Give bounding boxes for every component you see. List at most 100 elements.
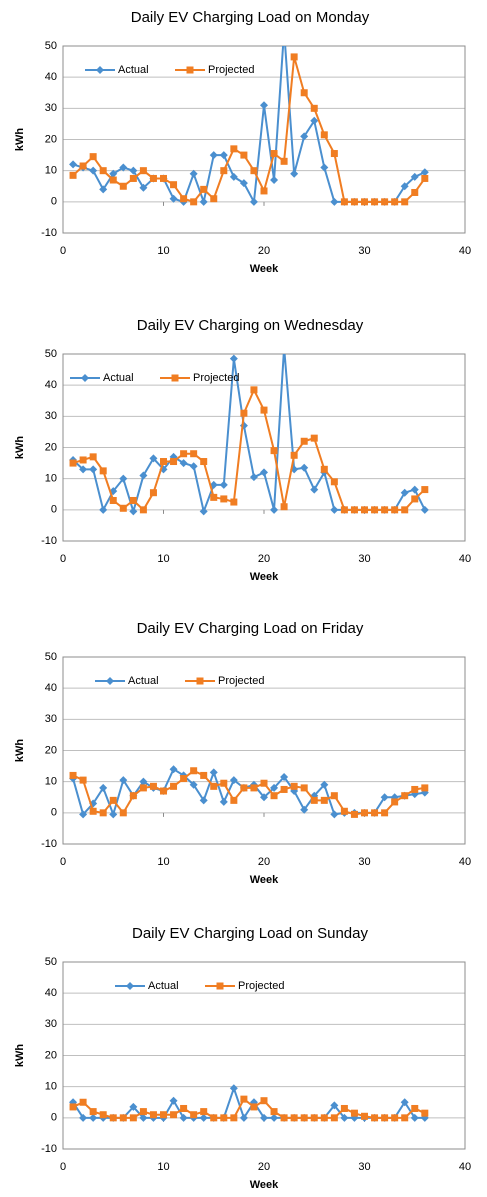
marker-square	[240, 1095, 248, 1103]
marker-square	[220, 495, 228, 503]
x-tick-label: 20	[258, 1161, 270, 1173]
marker-diamond	[270, 783, 279, 792]
marker-diamond	[219, 151, 228, 160]
y-tick-label: 40	[45, 682, 57, 694]
marker-square	[300, 784, 308, 792]
marker-square	[361, 198, 368, 206]
marker-square	[210, 493, 218, 501]
marker-square	[250, 167, 258, 175]
y-tick-label: 50	[45, 40, 57, 52]
marker-diamond	[109, 169, 118, 178]
plot-area	[69, 1084, 429, 1122]
marker-square	[340, 1104, 348, 1112]
marker-square	[371, 809, 379, 817]
marker-square	[200, 458, 208, 466]
y-tick-label: 30	[45, 713, 57, 725]
marker-square	[210, 782, 218, 790]
marker-diamond	[229, 354, 238, 363]
marker-diamond	[79, 465, 88, 474]
marker-diamond	[239, 1113, 248, 1122]
x-tick-label: 10	[157, 1161, 169, 1173]
marker-diamond	[119, 163, 128, 172]
series-line	[72, 56, 426, 203]
marker-square	[290, 782, 298, 790]
marker-diamond	[96, 66, 104, 74]
marker-diamond	[320, 780, 329, 789]
marker-diamond	[270, 1113, 279, 1122]
marker-diamond	[380, 793, 389, 802]
marker-diamond	[290, 169, 299, 178]
marker-square	[190, 198, 198, 206]
marker-square	[350, 198, 358, 206]
marker-diamond	[400, 488, 409, 497]
marker-diamond	[280, 344, 288, 352]
x-tick-label: 30	[358, 245, 370, 257]
y-tick-label: 40	[45, 379, 57, 391]
y-tick-label: -10	[41, 1143, 57, 1155]
marker-diamond	[229, 1084, 238, 1093]
marker-square	[230, 145, 238, 153]
marker-square	[361, 809, 368, 817]
plot-frame	[62, 353, 466, 542]
marker-diamond	[99, 185, 108, 194]
y-tick-label: 50	[45, 348, 57, 360]
marker-square	[139, 784, 147, 792]
marker-diamond	[330, 1101, 339, 1110]
legend-label: Actual	[148, 980, 179, 992]
y-tick-label: 10	[45, 473, 57, 485]
y-tick-label: 30	[45, 410, 57, 422]
x-tick-label: 30	[358, 856, 370, 868]
x-tick-label: 20	[258, 553, 270, 565]
legend-label: Projected	[208, 64, 254, 76]
marker-square	[149, 782, 157, 790]
marker-diamond	[199, 507, 208, 516]
legend-label: Actual	[128, 675, 159, 687]
marker-square	[79, 1098, 87, 1106]
x-tick-label: 30	[358, 553, 370, 565]
legend-label: Projected	[218, 675, 264, 687]
marker-square	[230, 1114, 238, 1122]
x-tick-label: 0	[60, 245, 66, 257]
marker-square	[230, 498, 238, 506]
marker-square	[210, 195, 218, 203]
marker-square	[160, 1111, 167, 1119]
y-tick-label: 20	[45, 133, 57, 145]
chart-title: Daily EV Charging Load on Friday	[137, 620, 364, 637]
y-tick-label: 0	[51, 807, 57, 819]
y-tick-label: 20	[45, 744, 57, 756]
marker-diamond	[420, 505, 429, 514]
legend-label: Actual	[118, 64, 149, 76]
marker-square	[200, 771, 208, 779]
y-tick-label: 0	[51, 504, 57, 516]
marker-diamond	[249, 197, 258, 206]
marker-square	[280, 1114, 288, 1122]
marker-diamond	[69, 160, 78, 169]
x-axis-label: Week	[250, 1179, 279, 1191]
y-tick-label: 20	[45, 441, 57, 453]
marker-diamond	[229, 776, 238, 785]
marker-square	[170, 1111, 178, 1119]
marker-square	[350, 810, 358, 818]
marker-diamond	[209, 151, 218, 160]
marker-diamond	[179, 459, 188, 468]
marker-square	[160, 787, 167, 795]
marker-square	[250, 1103, 258, 1111]
marker-square	[411, 188, 419, 196]
marker-square	[180, 450, 188, 458]
marker-square	[250, 386, 258, 394]
marker-diamond	[300, 463, 309, 472]
marker-diamond	[189, 780, 198, 789]
marker-diamond	[209, 768, 218, 777]
marker-square	[69, 459, 77, 467]
marker-square	[371, 198, 379, 206]
marker-square	[320, 796, 328, 804]
marker-diamond	[410, 1113, 419, 1122]
marker-square	[89, 153, 97, 161]
marker-diamond	[400, 182, 409, 191]
chart: Daily EV Charging Load on Monday-1001020…	[14, 9, 471, 275]
marker-square	[401, 792, 409, 800]
marker-diamond	[169, 1096, 178, 1105]
marker-square	[401, 198, 409, 206]
marker-square	[250, 784, 258, 792]
marker-diamond	[199, 1113, 208, 1122]
